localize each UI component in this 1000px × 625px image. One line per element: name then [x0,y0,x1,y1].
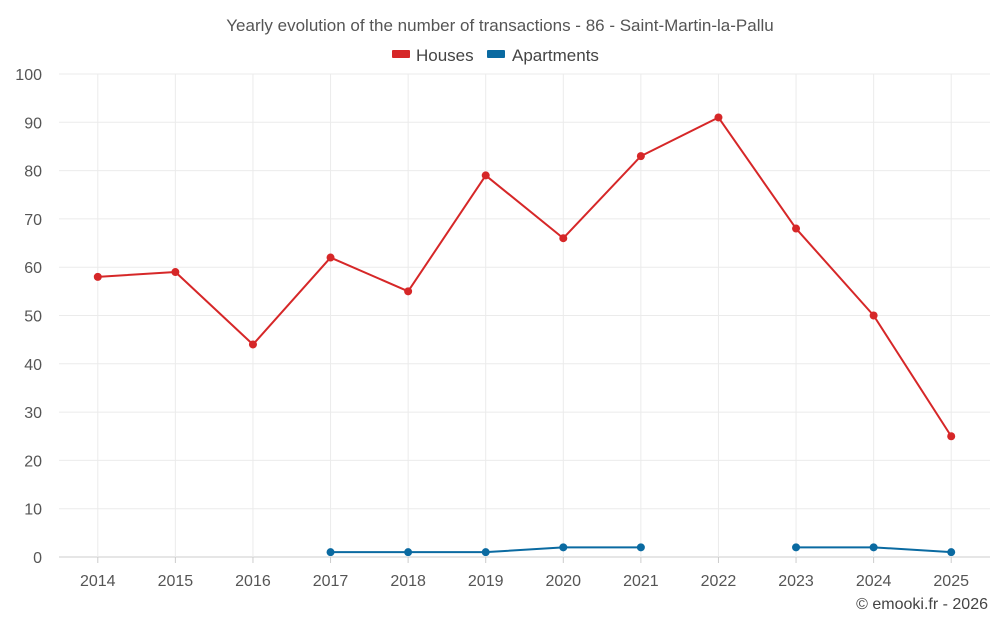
legend-item-apartments[interactable]: Apartments [487,46,599,65]
data-point-apartments-2017[interactable] [326,548,335,557]
y-tick-label: 10 [24,502,42,519]
x-tick-label: 2018 [390,573,426,590]
y-axis-ticks: 0 10 20 30 40 50 60 70 80 90 100 [15,67,42,567]
data-point-apartments-2023[interactable] [792,543,801,552]
data-point-houses-2018[interactable] [404,287,413,296]
x-tick-label: 2017 [313,573,349,590]
series-apartments [326,543,956,557]
data-point-apartments-2024[interactable] [869,543,878,552]
data-point-houses-2023[interactable] [792,224,801,233]
data-point-apartments-2018[interactable] [404,548,413,557]
legend-item-houses[interactable]: Houses [392,46,474,65]
y-tick-label: 80 [24,164,42,181]
x-tick-label: 2021 [623,573,659,590]
y-tick-label: 20 [24,453,42,470]
data-point-apartments-2019[interactable] [481,548,490,557]
x-tick-label: 2015 [158,573,194,590]
x-axis-ticks: 2014 2015 2016 2017 2018 2019 2020 2021 2022 2023… [80,573,969,590]
x-tick-label: 2024 [856,573,892,590]
x-tick-label: 2022 [701,573,737,590]
y-tick-label: 0 [33,550,42,567]
chart-title: Yearly evolution of the number of transa… [226,16,773,35]
data-point-houses-2022[interactable] [714,113,723,122]
x-tick-label: 2020 [545,573,581,590]
y-tick-label: 50 [24,309,42,326]
legend-swatch-houses [392,50,410,58]
data-point-houses-2017[interactable] [326,253,335,262]
data-point-houses-2021[interactable] [636,152,645,161]
x-tick-label: 2025 [933,573,969,590]
data-point-houses-2020[interactable] [559,234,568,243]
data-point-houses-2019[interactable] [481,171,490,180]
x-tick-label: 2023 [778,573,814,590]
x-tick-label: 2019 [468,573,504,590]
x-tick-label: 2016 [235,573,271,590]
y-tick-label: 70 [24,212,42,229]
data-point-apartments-2021[interactable] [636,543,645,552]
y-tick-label: 30 [24,405,42,422]
y-tick-label: 90 [24,115,42,132]
legend-swatch-apartments [487,50,505,58]
data-point-apartments-2025[interactable] [947,548,956,557]
credit-text: © emooki.fr - 2026 [856,596,988,613]
legend-label-apartments: Apartments [512,46,599,65]
y-tick-label: 100 [15,67,42,84]
series-houses [93,113,956,441]
data-point-houses-2025[interactable] [947,432,956,441]
legend-label-houses: Houses [416,46,474,65]
series-line-houses [97,116,953,437]
gridlines [59,73,990,563]
data-point-houses-2015[interactable] [171,268,180,277]
data-point-apartments-2020[interactable] [559,543,568,552]
x-tick-label: 2014 [80,573,116,590]
data-point-houses-2024[interactable] [869,311,878,320]
data-point-houses-2016[interactable] [248,340,257,349]
data-point-houses-2014[interactable] [93,272,102,281]
legend: Houses Apartments [392,46,599,65]
y-tick-label: 60 [24,260,42,277]
series-layer [93,113,956,557]
y-tick-label: 40 [24,357,42,374]
